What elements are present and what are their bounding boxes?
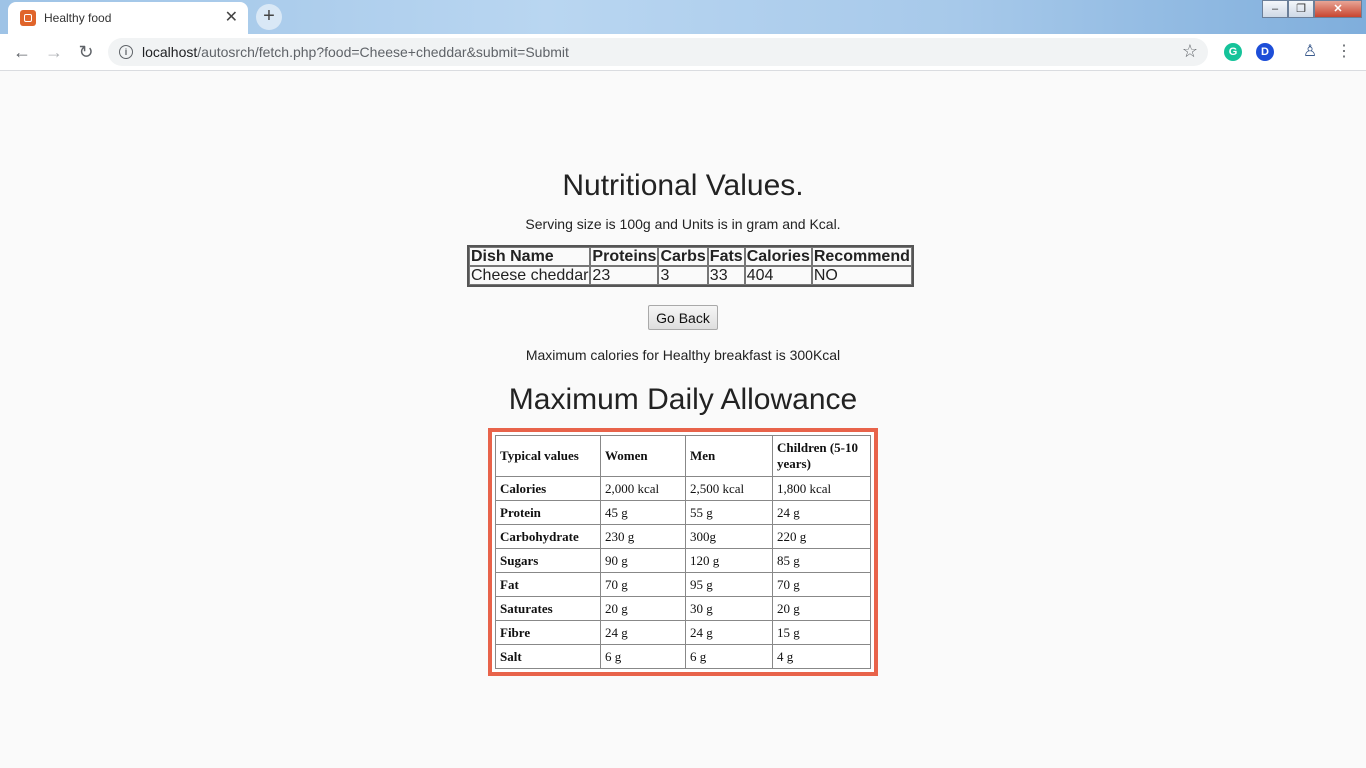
allowance-men: 120 g bbox=[685, 548, 773, 573]
grammarly-extension-icon[interactable]: G bbox=[1224, 43, 1242, 61]
table-row: Saturates 20 g 30 g 20 g bbox=[495, 596, 871, 621]
allowance-women: 45 g bbox=[600, 500, 686, 525]
allowance-men: 95 g bbox=[685, 572, 773, 597]
table-row: Sugars 90 g 120 g 85 g bbox=[495, 548, 871, 573]
header-dish-name: Dish Name bbox=[469, 247, 591, 266]
new-tab-button[interactable]: + bbox=[256, 4, 282, 30]
header-carbs: Carbs bbox=[658, 247, 708, 266]
allowance-label: Salt bbox=[495, 644, 601, 669]
table-row: Cheese cheddar 23 3 33 404 NO bbox=[469, 266, 912, 285]
allowance-children: 220 g bbox=[772, 524, 871, 549]
url-text[interactable]: localhost/autosrch/fetch.php?food=Cheese… bbox=[142, 44, 569, 60]
allowance-children: 70 g bbox=[772, 572, 871, 597]
allowance-children: 24 g bbox=[772, 500, 871, 525]
bookmark-star-icon[interactable]: ☆ bbox=[1181, 41, 1198, 61]
allowance-men: 6 g bbox=[685, 644, 773, 669]
site-info-icon[interactable]: i bbox=[119, 45, 133, 59]
allowance-women: 24 g bbox=[600, 620, 686, 645]
table-row: Salt 6 g 6 g 4 g bbox=[495, 644, 871, 669]
allowance-women: 20 g bbox=[600, 596, 686, 621]
header-proteins: Proteins bbox=[590, 247, 659, 266]
profile-avatar-icon[interactable]: ♙ bbox=[1302, 43, 1318, 60]
reload-icon[interactable]: ↻ bbox=[78, 42, 94, 62]
allowance-women: 2,000 kcal bbox=[600, 476, 686, 501]
nutrition-table: Dish Name Proteins Carbs Fats Calories R… bbox=[467, 245, 914, 287]
address-bar[interactable]: i localhost/autosrch/fetch.php?food=Chee… bbox=[108, 38, 1208, 66]
allowance-header-men: Men bbox=[685, 435, 773, 477]
allowance-men: 300g bbox=[685, 524, 773, 549]
cell-dish-name: Cheese cheddar bbox=[469, 266, 591, 285]
allowance-men: 24 g bbox=[685, 620, 773, 645]
minimize-window-button[interactable]: – bbox=[1262, 0, 1288, 18]
allowance-women: 70 g bbox=[600, 572, 686, 597]
table-row: Fibre 24 g 24 g 15 g bbox=[495, 620, 871, 645]
allowance-women: 90 g bbox=[600, 548, 686, 573]
cell-carbs: 3 bbox=[658, 266, 708, 285]
allowance-women: 230 g bbox=[600, 524, 686, 549]
allowance-title: Maximum Daily Allowance bbox=[508, 383, 858, 416]
allowance-label: Sugars bbox=[495, 548, 601, 573]
allowance-label: Saturates bbox=[495, 596, 601, 621]
allowance-label: Carbohydrate bbox=[495, 524, 601, 549]
table-row: Calories 2,000 kcal 2,500 kcal 1,800 kca… bbox=[495, 476, 871, 501]
allowance-label: Fat bbox=[495, 572, 601, 597]
allowance-children: 4 g bbox=[772, 644, 871, 669]
allowance-header-typical: Typical values bbox=[495, 435, 601, 477]
close-tab-icon[interactable]: ✕ bbox=[224, 9, 238, 26]
allowance-label: Protein bbox=[495, 500, 601, 525]
table-header-row: Dish Name Proteins Carbs Fats Calories R… bbox=[469, 247, 912, 266]
cell-proteins: 23 bbox=[590, 266, 659, 285]
allowance-men: 30 g bbox=[685, 596, 773, 621]
allowance-children: 1,800 kcal bbox=[772, 476, 871, 501]
header-calories: Calories bbox=[744, 247, 812, 266]
maximize-window-button[interactable]: ❐ bbox=[1288, 0, 1314, 18]
browser-menu-icon[interactable]: ⋮ bbox=[1336, 43, 1352, 60]
page-title: Nutritional Values. bbox=[562, 169, 804, 202]
table-row: Protein 45 g 55 g 24 g bbox=[495, 500, 871, 525]
forward-arrow-icon[interactable]: → bbox=[45, 42, 63, 62]
max-calories-note: Maximum calories for Healthy breakfast i… bbox=[525, 347, 841, 363]
allowance-children: 15 g bbox=[772, 620, 871, 645]
allowance-label: Fibre bbox=[495, 620, 601, 645]
cell-calories: 404 bbox=[744, 266, 812, 285]
allowance-women: 6 g bbox=[600, 644, 686, 669]
page-content: Nutritional Values. Serving size is 100g… bbox=[0, 71, 1366, 768]
browser-tab[interactable]: Healthy food ✕ bbox=[8, 2, 248, 34]
header-recommend: Recommend bbox=[811, 247, 912, 266]
tab-strip: Healthy food ✕ + – ❐ ✕ bbox=[0, 0, 1366, 34]
allowance-label: Calories bbox=[495, 476, 601, 501]
back-arrow-icon[interactable]: ← bbox=[13, 42, 31, 62]
browser-toolbar: ← → ↻ i localhost/autosrch/fetch.php?foo… bbox=[0, 34, 1366, 71]
allowance-children: 20 g bbox=[772, 596, 871, 621]
allowance-men: 55 g bbox=[685, 500, 773, 525]
d-extension-icon[interactable]: D bbox=[1256, 43, 1274, 61]
serving-note: Serving size is 100g and Units is in gra… bbox=[525, 216, 841, 232]
table-row: Fat 70 g 95 g 70 g bbox=[495, 572, 871, 597]
go-back-button[interactable]: Go Back bbox=[648, 305, 718, 330]
close-window-button[interactable]: ✕ bbox=[1314, 0, 1362, 18]
url-path: /autosrch/fetch.php?food=Cheese+cheddar&… bbox=[197, 44, 569, 60]
table-row: Carbohydrate 230 g 300g 220 g bbox=[495, 524, 871, 549]
allowance-header-row: Typical values Women Men Children (5-10 … bbox=[495, 435, 871, 477]
tab-title: Healthy food bbox=[44, 11, 112, 25]
allowance-men: 2,500 kcal bbox=[685, 476, 773, 501]
url-host: localhost bbox=[142, 44, 198, 60]
cell-fats: 33 bbox=[707, 266, 745, 285]
allowance-header-children: Children (5-10 years) bbox=[772, 435, 871, 477]
allowance-header-women: Women bbox=[600, 435, 686, 477]
xampp-favicon-icon bbox=[20, 10, 36, 26]
allowance-table: Typical values Women Men Children (5-10 … bbox=[495, 435, 871, 669]
allowance-image: Typical values Women Men Children (5-10 … bbox=[488, 428, 878, 676]
cell-recommend: NO bbox=[811, 266, 912, 285]
header-fats: Fats bbox=[707, 247, 745, 266]
allowance-children: 85 g bbox=[772, 548, 871, 573]
